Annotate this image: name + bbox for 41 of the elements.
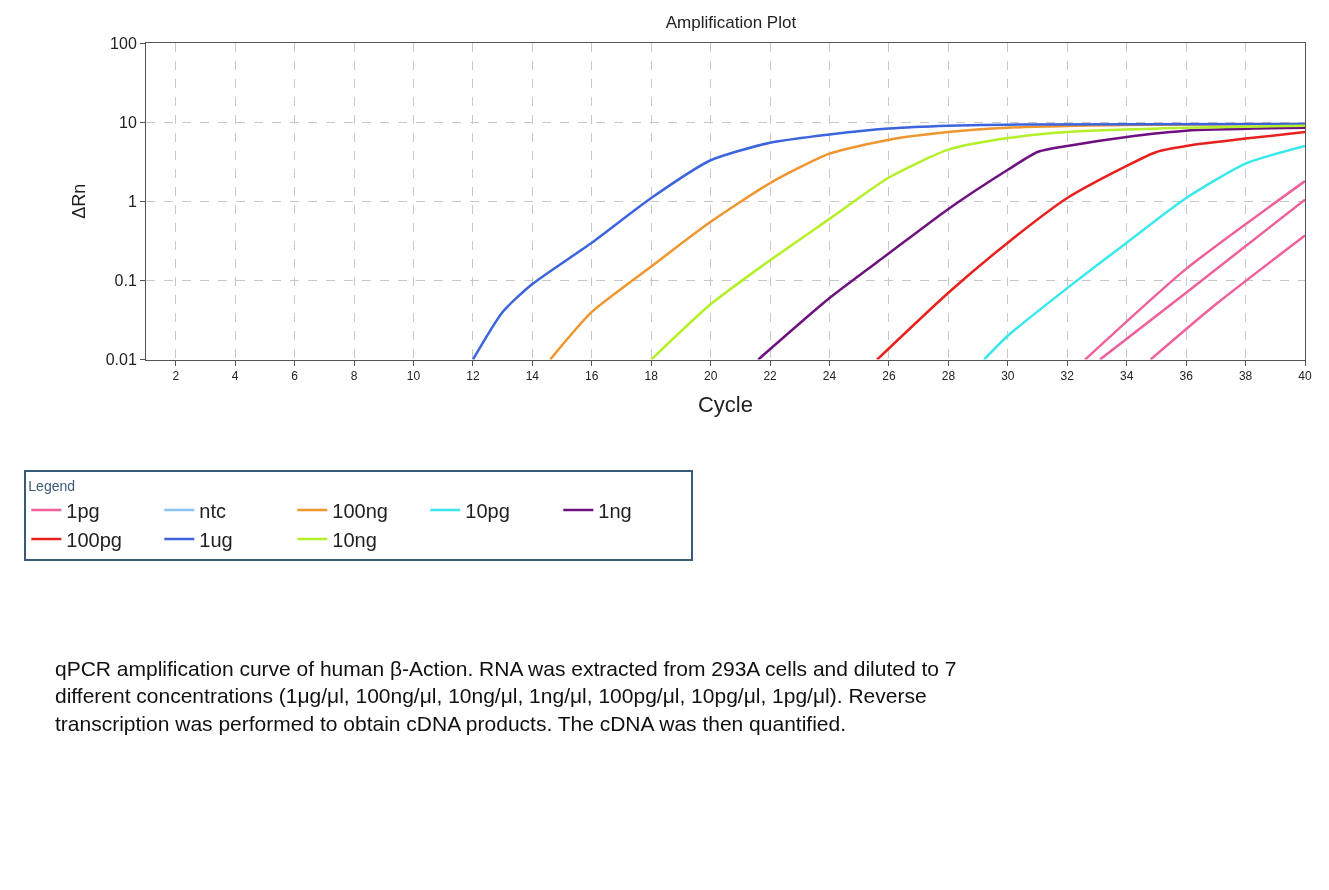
x-tick-label: 38	[1238, 369, 1253, 383]
x-tick-label: 14	[525, 369, 540, 383]
legend-title: Legend	[28, 477, 76, 494]
x-axis-title: Cycle	[697, 391, 754, 417]
x-tick-label: 6	[291, 369, 299, 383]
x-tick-label: 4	[231, 369, 239, 383]
legend-label: 1ug	[199, 528, 233, 551]
x-tick-label: 32	[1060, 369, 1075, 383]
x-tick-label: 2	[172, 369, 180, 383]
line-series	[875, 130, 1305, 360]
y-axis-title: ΔRn	[68, 183, 89, 219]
x-tick-label: 40	[1298, 369, 1312, 383]
legend-label: 10ng	[332, 528, 377, 551]
y-tick-label: 10	[119, 113, 137, 131]
x-tick-label: 20	[703, 369, 718, 383]
legend-label: ntc	[199, 499, 226, 522]
y-tick-label: 0.01	[105, 351, 137, 369]
chart-title: Amplification Plot	[665, 13, 797, 33]
y-tick-label: 1	[127, 192, 137, 210]
x-tick-label: 16	[585, 369, 599, 383]
legend-label: 10pg	[465, 499, 510, 522]
x-tick-label: 34	[1120, 369, 1134, 383]
x-tick-label: 24	[822, 369, 837, 383]
legend-label: 100pg	[66, 528, 122, 551]
y-tick-label: 100	[110, 34, 137, 52]
x-tick-label: 22	[763, 369, 778, 383]
text: qPCR amplification curve of human β-Action. RNA was extracted from 293A cells and diluted to 7 different concentrations (1μg/μl, 100ng/μl, 10ng/μl, 1ng/μl, 100pg/μl, 10pg/μl, 1pg/μl). Reverse transcription was performed to obtain cDNA products. The cDNA was then quantified.	[55, 657, 957, 735]
x-tick-label: 12	[466, 369, 480, 383]
legend-label: 100ng	[332, 499, 388, 522]
legend-label: 1ng	[598, 499, 632, 522]
x-tick-label: 28	[941, 369, 956, 383]
legend-label: 1pg	[66, 499, 100, 522]
line-series	[982, 144, 1305, 360]
x-tick-label: 10	[406, 369, 421, 383]
x-tick-label: 26	[882, 369, 896, 383]
x-tick-label: 18	[644, 369, 659, 383]
x-tick-label: 30	[1001, 369, 1015, 383]
x-tick-label: 36	[1179, 369, 1194, 383]
x-tick-label: 8	[350, 369, 358, 383]
y-tick-label: 0.1	[114, 272, 137, 290]
line-series	[756, 126, 1305, 360]
